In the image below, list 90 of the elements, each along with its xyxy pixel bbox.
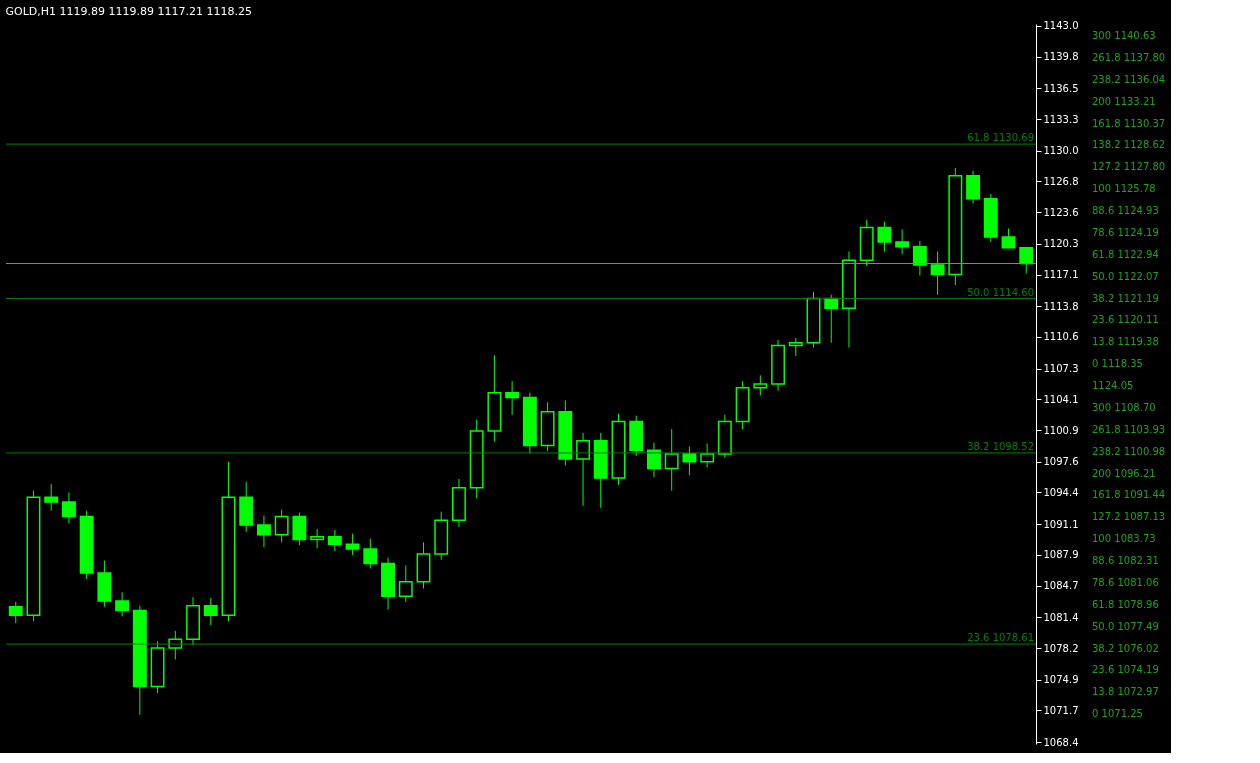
candlestick (930, 251, 945, 296)
y-tick-label: 1100.9 (1043, 424, 1079, 436)
text: 100 1083.73 (1092, 533, 1156, 545)
candlestick (203, 597, 218, 626)
y-tick-label: 1094.4 (1043, 486, 1079, 498)
text: 78.6 1081.06 (1092, 576, 1159, 588)
candlestick (115, 591, 130, 617)
candlestick (877, 221, 892, 253)
candlestick (788, 337, 803, 357)
text: 23.6 1120.11 (1092, 314, 1159, 326)
text: 300 1108.70 (1092, 401, 1156, 413)
candlestick (292, 512, 307, 546)
y-tick-label: 1126.8 (1043, 175, 1079, 187)
candlestick (912, 240, 927, 277)
text: 161.8 1091.44 (1092, 489, 1166, 501)
text: 88.6 1124.93 (1092, 205, 1159, 216)
y-tick-label: 1136.5 (1043, 82, 1079, 94)
y-tick-label: 1113.8 (1043, 300, 1079, 312)
y-tick-label: 1107.3 (1043, 363, 1079, 375)
y-tick-label: 1074.9 (1043, 674, 1079, 686)
candlestick (700, 443, 715, 469)
text: 0 1071.25 (1092, 708, 1143, 720)
text: 61.8 1078.96 (1092, 598, 1159, 610)
candlestick (44, 483, 59, 512)
text: 238.2 1136.04 (1092, 73, 1166, 85)
y-tick-label: 1078.2 (1043, 642, 1079, 654)
candlestick (682, 445, 697, 476)
ref-line-label: 38.2 1098.52 (967, 440, 1034, 452)
y-tick-label: 1104.1 (1043, 393, 1079, 405)
candlestick (647, 442, 661, 478)
candlestick (256, 515, 271, 548)
candlestick (8, 601, 23, 624)
y-tick-label: 1130.0 (1043, 145, 1079, 157)
candlestick (398, 564, 413, 603)
candlestick (1001, 227, 1016, 249)
y-tick-label: 1123.6 (1043, 206, 1079, 218)
candlestick (345, 533, 360, 556)
text: 100 1125.78 (1092, 183, 1156, 195)
text: 38.2 1076.02 (1092, 642, 1159, 654)
y-tick-label: 1081.4 (1043, 611, 1079, 623)
ref-line-label: 23.6 1078.61 (967, 632, 1034, 644)
candlestick (505, 380, 520, 416)
candlestick (1019, 247, 1034, 274)
candlestick (664, 428, 679, 492)
y-tick-label: 1068.4 (1043, 736, 1079, 748)
text: 200 1133.21 (1092, 95, 1156, 107)
text: 238.2 1100.98 (1092, 445, 1166, 457)
candlestick (61, 491, 76, 524)
text: 61.8 1122.94 (1092, 248, 1159, 260)
text: 38.2 1121.19 (1092, 292, 1159, 304)
y-tick-label: 1097.6 (1043, 456, 1079, 468)
y-tick-label: 1091.1 (1043, 518, 1079, 530)
candlestick (824, 294, 839, 344)
text: 1124.05 (1092, 380, 1134, 391)
text: 261.8 1137.80 (1092, 51, 1166, 63)
candlestick (753, 374, 768, 397)
text: 78.6 1124.19 (1092, 226, 1159, 238)
y-tick-label: 1139.8 (1043, 51, 1079, 63)
candlestick (895, 228, 910, 255)
ref-line-label: 50.0 1114.60 (967, 286, 1034, 298)
candlestick (310, 528, 325, 549)
candlestick (327, 529, 342, 552)
candlestick (274, 509, 289, 543)
y-tick-label: 1084.7 (1043, 580, 1079, 592)
text: 138.2 1128.62 (1092, 139, 1166, 151)
y-tick-label: 1133.3 (1043, 113, 1079, 125)
candlestick (576, 432, 590, 507)
text: 23.6 1074.19 (1092, 664, 1159, 676)
candlestick (966, 170, 981, 205)
text: 13.8 1072.97 (1092, 686, 1159, 698)
text: 200 1096.21 (1092, 467, 1156, 479)
y-tick-label: 1120.3 (1043, 238, 1079, 250)
candlestick (363, 538, 378, 569)
text: 161.8 1130.37 (1092, 117, 1166, 129)
text: 13.8 1119.38 (1092, 336, 1159, 348)
y-tick-label: 1110.6 (1043, 331, 1079, 343)
y-tick-label: 1071.7 (1043, 704, 1079, 716)
text: 300 1140.63 (1092, 30, 1156, 41)
text: 88.6 1082.31 (1092, 555, 1159, 566)
text: 0 1118.35 (1092, 358, 1143, 370)
y-tick-label: 1117.1 (1043, 269, 1079, 281)
text: 50.0 1122.07 (1092, 270, 1159, 282)
y-tick-label: 1087.9 (1043, 549, 1079, 561)
chart-title: GOLD,H1 1119.89 1119.89 1117.21 1118.25 (5, 4, 252, 18)
text: 127.2 1087.13 (1092, 511, 1166, 523)
text: 127.2 1127.80 (1092, 161, 1166, 173)
text: 50.0 1077.49 (1092, 620, 1159, 632)
ref-line-label: 61.8 1130.69 (967, 132, 1034, 144)
y-tick-label: 1143.0 (1043, 20, 1079, 32)
text: 261.8 1103.93 (1092, 423, 1166, 435)
